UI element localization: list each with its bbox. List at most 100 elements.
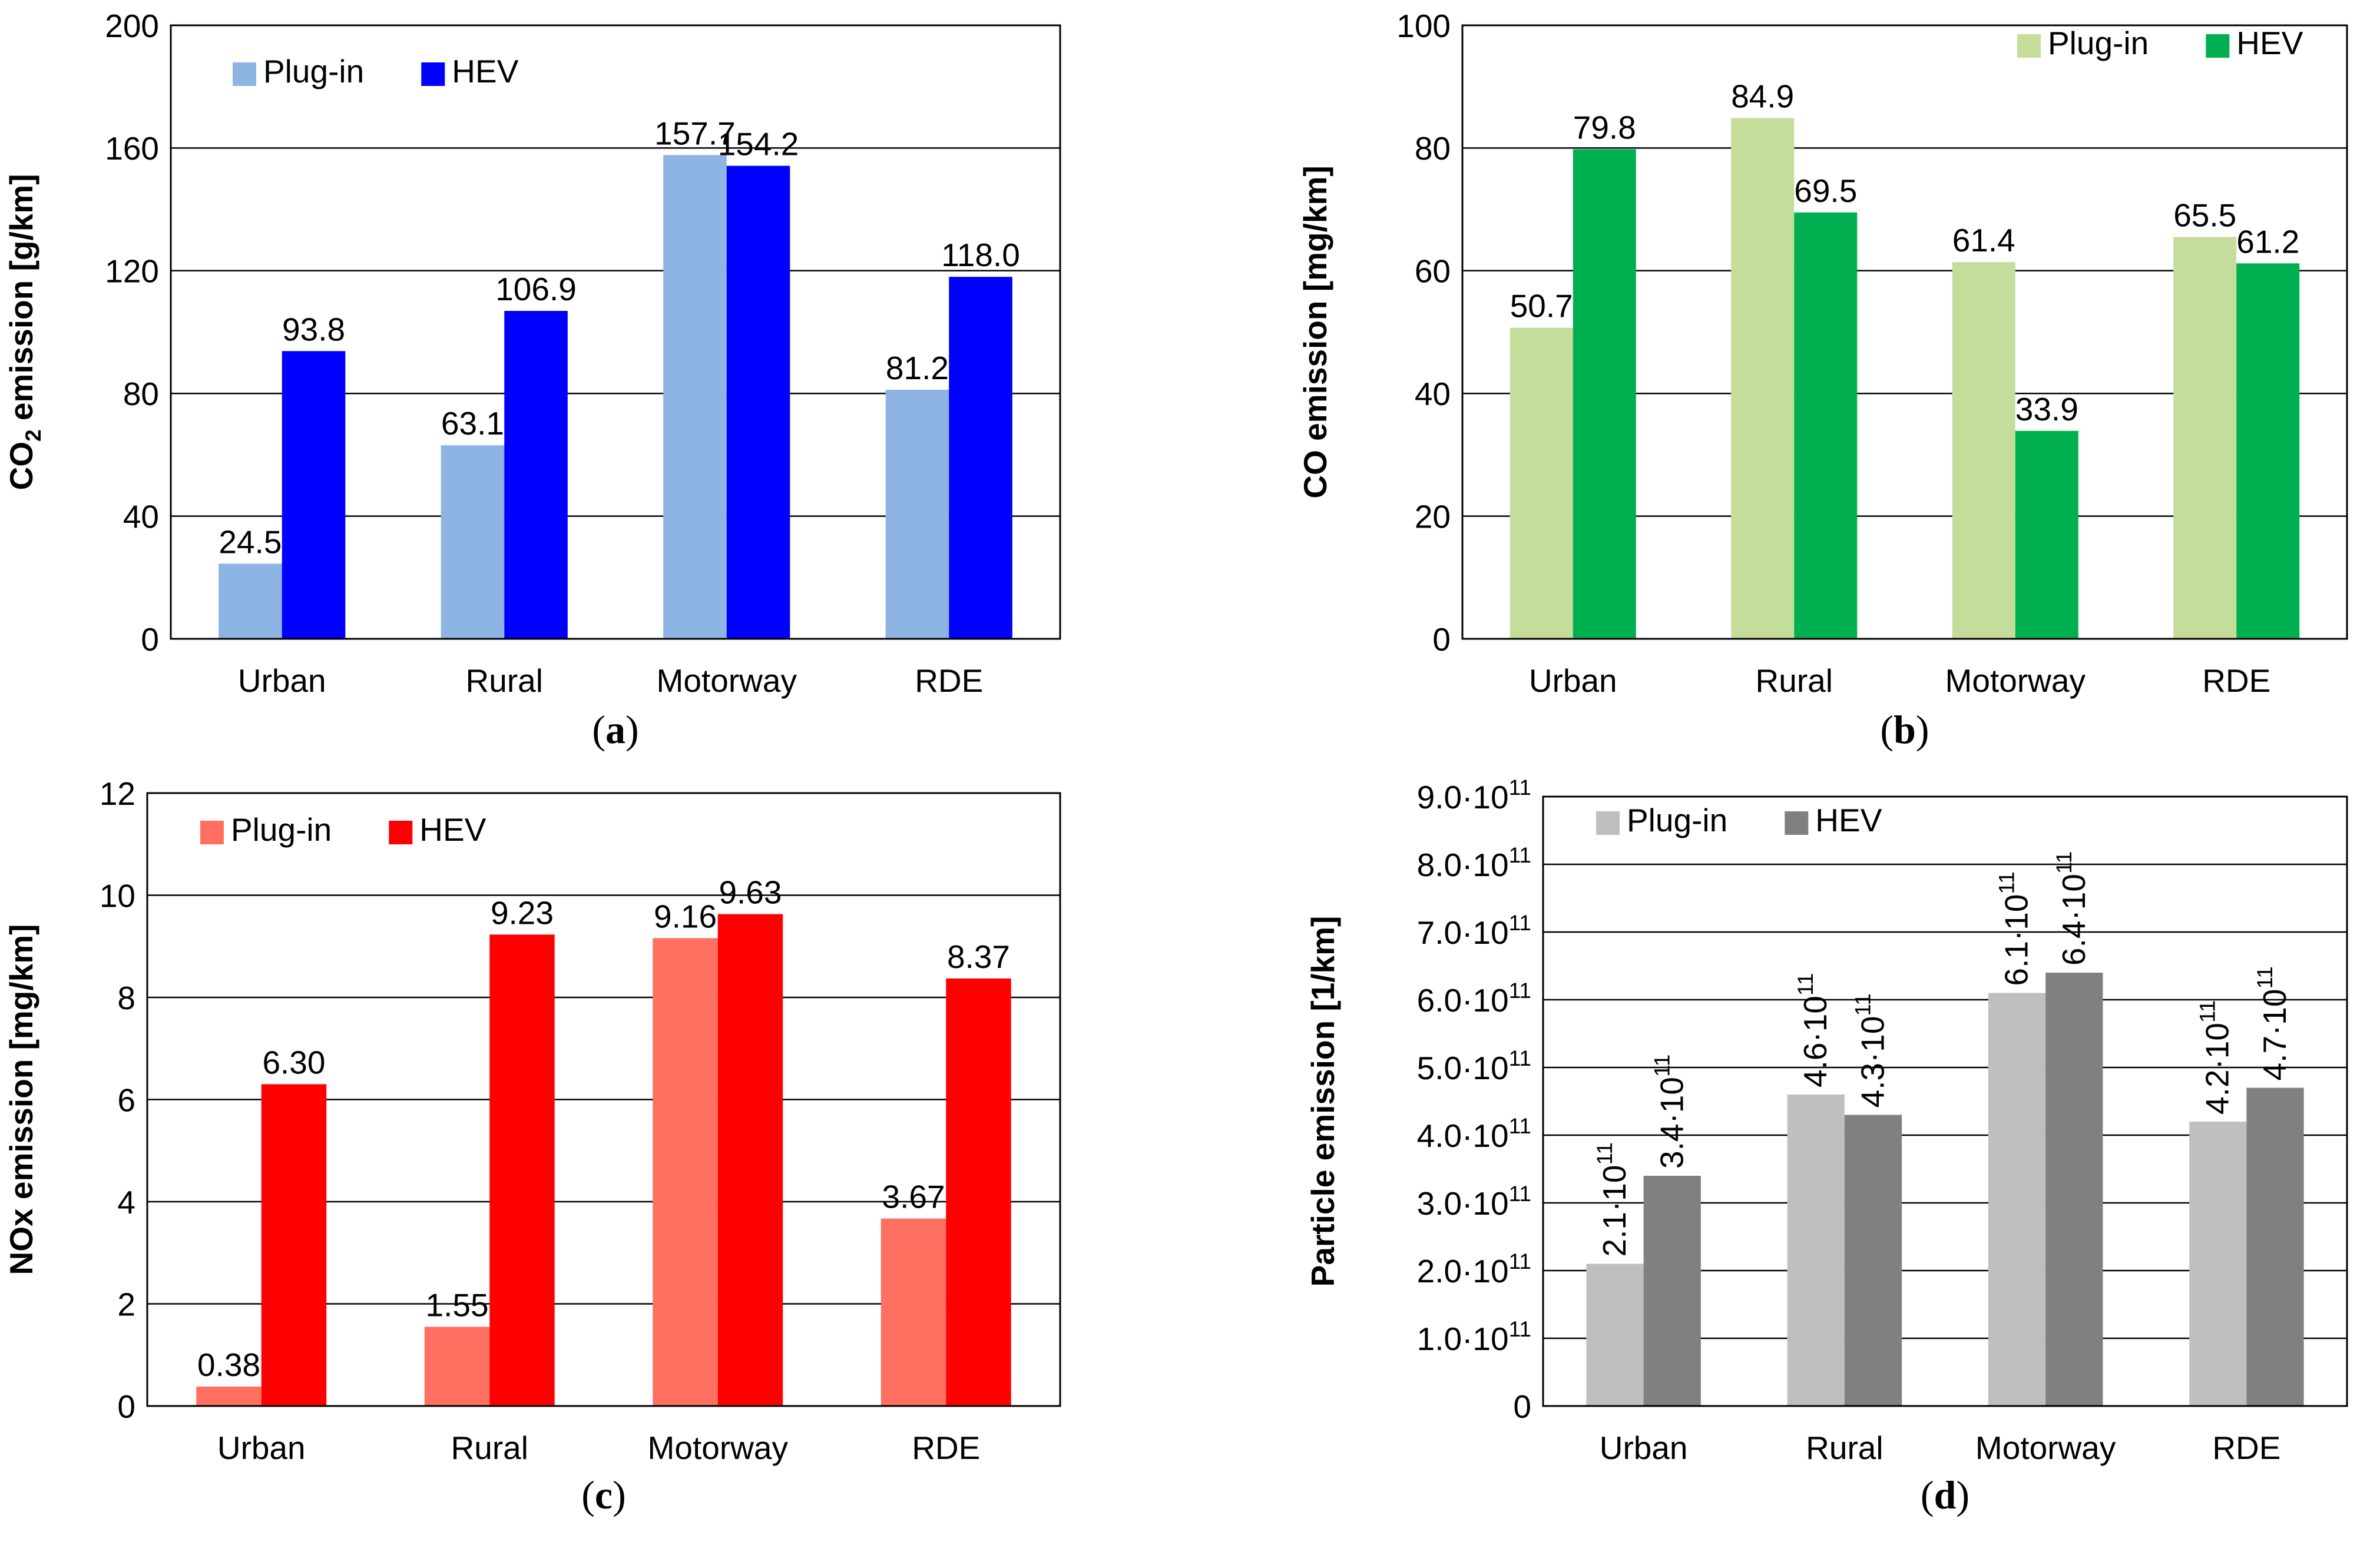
y-tick-label: 160 bbox=[105, 130, 159, 167]
bar-hev-rural bbox=[504, 311, 568, 639]
data-label: 24.5 bbox=[219, 523, 282, 560]
data-label: 4.2·1011 bbox=[2196, 1000, 2236, 1115]
chart-panel-a: 24.5 63.1 157.7 81.2 93.8 106.9 154.2 118.0 0 40 8… bbox=[3, 8, 1061, 752]
bar-plug-in-rde bbox=[880, 1218, 946, 1406]
bar-hev-urban bbox=[261, 1084, 327, 1406]
y-tick-label: 40 bbox=[123, 498, 159, 535]
data-label: 84.9 bbox=[1731, 78, 1794, 114]
y-axis-title: CO emission [mg/km] bbox=[1297, 165, 1333, 498]
y-tick-label: 0 bbox=[141, 621, 159, 658]
bar-hev-motorway bbox=[2015, 430, 2078, 639]
y-tick-label: 20 bbox=[1415, 498, 1451, 535]
x-tick-label: Motorway bbox=[1975, 1430, 2116, 1466]
bar-plug-in-motorway bbox=[663, 155, 727, 639]
bar-hev-urban bbox=[282, 351, 346, 639]
legend-swatch bbox=[200, 821, 224, 844]
x-tick-label: Urban bbox=[1600, 1430, 1688, 1466]
legend-entry: Plug-in bbox=[2048, 25, 2149, 61]
y-tick-label: 60 bbox=[1415, 253, 1451, 290]
data-label: 6.1·1011 bbox=[1994, 871, 2034, 986]
chart-panel-b: 50.7 84.9 61.4 65.5 79.8 69.5 33.9 61.2 0 20 40 60 8… bbox=[1297, 8, 2348, 752]
chart-panel-d: 2.1·1011 4.6·1011 6.1·1011 4.2·1011 3.4·1011… bbox=[1305, 775, 2348, 1517]
bar-plug-in-urban bbox=[1586, 1264, 1644, 1406]
y-tick-label: 9.0·1011 bbox=[1417, 775, 1531, 815]
y-tick-label: 5.0·1011 bbox=[1417, 1046, 1531, 1086]
plot-frame bbox=[170, 24, 1061, 640]
data-label: 3.67 bbox=[882, 1179, 945, 1215]
legend-entry: Plug-in bbox=[263, 53, 364, 89]
y-tick-label: 2.0·1011 bbox=[1417, 1249, 1531, 1289]
data-label: 61.4 bbox=[1952, 222, 2015, 258]
bar-hev-urban bbox=[1643, 1176, 1701, 1406]
data-label: 63.1 bbox=[441, 405, 504, 442]
x-tick-label: RDE bbox=[2212, 1430, 2280, 1466]
chart-panel-c: 0.38 1.55 9.16 3.67 6.30 9.23 9.63 8.37 0 2 4 6 8 10 1… bbox=[3, 775, 1061, 1517]
plot-frame bbox=[1542, 795, 2348, 1407]
data-label: 6.30 bbox=[262, 1044, 325, 1080]
data-label: 8.37 bbox=[947, 939, 1010, 975]
y-tick-label: 6 bbox=[117, 1082, 135, 1118]
bar-hev-motorway bbox=[2045, 973, 2103, 1406]
data-label: 65.5 bbox=[2173, 197, 2236, 233]
legend-swatch bbox=[2206, 34, 2230, 58]
bar-hev-rde bbox=[2236, 263, 2300, 639]
bar-plug-in-rde bbox=[2173, 237, 2237, 639]
bar-plug-in-motorway bbox=[653, 938, 718, 1406]
y-tick-label: 1.0·1011 bbox=[1417, 1317, 1531, 1357]
data-label: 4.7·1011 bbox=[2253, 966, 2293, 1080]
data-label: 61.2 bbox=[2236, 223, 2299, 260]
data-label: 33.9 bbox=[2015, 391, 2078, 427]
y-axis-title: Particle emission [1/km] bbox=[1305, 916, 1341, 1287]
x-tick-label: Motorway bbox=[1945, 662, 2086, 699]
panel-label: (b) bbox=[1880, 707, 1929, 752]
x-tick-label: Urban bbox=[238, 662, 326, 699]
bar-hev-rural bbox=[1844, 1115, 1902, 1406]
y-tick-label: 2 bbox=[117, 1286, 135, 1322]
data-label: 2.1·1011 bbox=[1593, 1142, 1633, 1256]
bar-hev-rde bbox=[946, 978, 1011, 1406]
data-label: 3.4·1011 bbox=[1650, 1054, 1690, 1169]
x-tick-label: Motorway bbox=[648, 1430, 789, 1466]
data-label: 93.8 bbox=[282, 311, 345, 347]
data-label: 4.3·1011 bbox=[1851, 993, 1891, 1107]
y-tick-label: 0 bbox=[1432, 621, 1451, 658]
bar-hev-urban bbox=[1573, 149, 1636, 639]
legend-swatch bbox=[2017, 34, 2041, 58]
y-tick-label: 7.0·1011 bbox=[1417, 911, 1531, 951]
legend-entry: HEV bbox=[419, 811, 486, 848]
y-tick-label: 100 bbox=[1396, 8, 1451, 44]
y-axis-title: CO2 emission [g/km] bbox=[3, 174, 45, 490]
legend-swatch bbox=[421, 62, 445, 86]
data-label: 157.7 bbox=[654, 115, 736, 151]
data-label: 79.8 bbox=[1573, 109, 1636, 145]
data-label: 9.16 bbox=[654, 898, 717, 934]
data-label: 1.55 bbox=[426, 1287, 489, 1324]
x-tick-label: Rural bbox=[451, 1430, 528, 1466]
data-label: 9.63 bbox=[719, 874, 782, 911]
legend-entry: HEV bbox=[452, 53, 518, 89]
y-tick-label: 8 bbox=[117, 980, 135, 1016]
data-label: 4.6·1011 bbox=[1793, 973, 1833, 1087]
y-tick-label: 6.0·1011 bbox=[1417, 979, 1531, 1019]
y-tick-label: 3.0·1011 bbox=[1417, 1182, 1531, 1222]
y-tick-label: 200 bbox=[105, 8, 159, 44]
bar-plug-in-motorway bbox=[1952, 262, 2015, 639]
bar-plug-in-rural bbox=[424, 1327, 490, 1406]
bar-hev-rural bbox=[489, 934, 555, 1406]
y-tick-label: 10 bbox=[100, 877, 135, 914]
data-label: 81.2 bbox=[886, 350, 949, 386]
x-tick-label: Motorway bbox=[657, 662, 797, 699]
panel-label: (c) bbox=[581, 1473, 626, 1517]
bar-hev-rural bbox=[1794, 212, 1858, 639]
x-tick-label: RDE bbox=[912, 1430, 980, 1466]
bar-plug-in-rde bbox=[2189, 1122, 2247, 1406]
bar-hev-rde bbox=[2246, 1087, 2304, 1406]
x-tick-label: Rural bbox=[466, 662, 543, 699]
legend-swatch bbox=[1785, 811, 1809, 835]
data-label: 0.38 bbox=[197, 1347, 260, 1383]
panel-label: (a) bbox=[592, 707, 638, 752]
data-label: 69.5 bbox=[1794, 173, 1857, 209]
data-label: 118.0 bbox=[941, 237, 1020, 273]
data-label: 6.4·1011 bbox=[2052, 851, 2092, 966]
